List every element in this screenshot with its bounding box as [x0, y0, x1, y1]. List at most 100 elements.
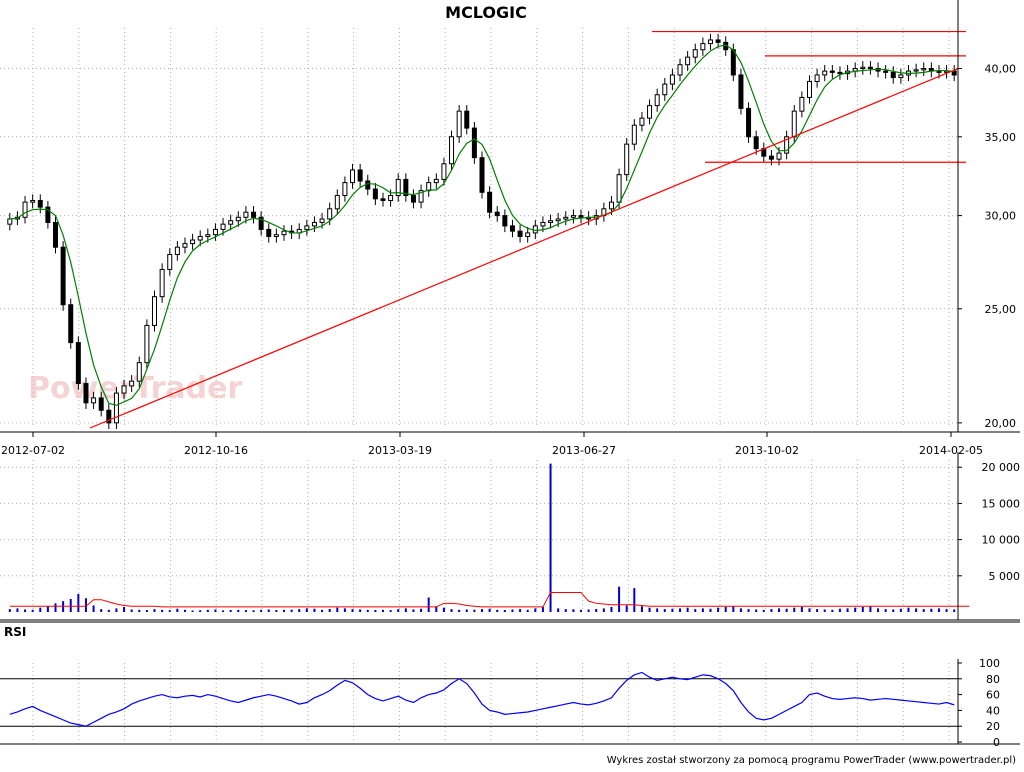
volume-bar: [214, 609, 217, 612]
volume-bar: [564, 609, 567, 612]
volume-bar: [747, 609, 750, 612]
candle-body: [685, 56, 691, 66]
volume-bar: [694, 609, 697, 612]
volume-bar: [656, 608, 659, 612]
volume-bar: [945, 609, 948, 612]
candle-body: [258, 216, 264, 230]
price-y-tick-label: 35,00: [985, 131, 1017, 144]
candle-body: [304, 225, 310, 230]
candle-body: [822, 70, 828, 76]
candle-body: [768, 155, 774, 160]
candle-body: [266, 228, 272, 237]
candle-body: [357, 169, 363, 182]
candle-body: [784, 136, 790, 154]
volume-bar: [450, 609, 453, 612]
candle-body: [403, 178, 409, 197]
volume-bar: [77, 593, 80, 612]
volume-bar: [465, 609, 468, 612]
volume-bar: [831, 609, 834, 612]
volume-bar: [618, 586, 621, 612]
volume-bar: [755, 609, 758, 612]
volume-y-tick-label: 5 000: [989, 570, 1021, 583]
candle-body: [327, 208, 333, 220]
volume-bar: [519, 609, 522, 612]
candle-body: [37, 199, 43, 208]
volume-bar: [321, 609, 324, 612]
candle-body: [814, 74, 820, 82]
volume-bar: [31, 609, 34, 612]
candle-body: [45, 206, 51, 223]
price-y-tick-label: 25,00: [985, 303, 1017, 316]
volume-bar: [374, 609, 377, 612]
volume-bar: [298, 609, 301, 612]
rsi-y-tick-label: 20: [986, 720, 1000, 733]
chart-title: MCLOGIC: [445, 3, 527, 22]
volume-bar: [557, 608, 560, 612]
watermark: PowerTrader: [28, 371, 242, 406]
candle-body: [121, 385, 127, 394]
volume-bar: [336, 607, 339, 612]
volume-bar: [541, 606, 544, 612]
candle-body: [136, 362, 142, 382]
volume-bar: [526, 609, 529, 612]
candle-body: [91, 397, 97, 404]
candle-body: [30, 199, 36, 203]
volume-bar: [366, 609, 369, 612]
candle-body: [578, 215, 584, 218]
volume-bar: [473, 609, 476, 612]
volume-bar: [412, 609, 415, 612]
volume-bar: [252, 610, 255, 612]
candle-body: [281, 230, 287, 236]
volume-bar: [145, 609, 148, 612]
volume-bar: [877, 608, 880, 612]
candle-body: [426, 182, 432, 192]
volume-bar: [648, 607, 651, 612]
rsi-panel-title: RSI: [4, 625, 26, 639]
candle-body: [829, 70, 835, 73]
volume-bar: [458, 609, 461, 612]
volume-bar: [305, 608, 308, 612]
rsi-y-tick-label: 0: [993, 736, 1000, 749]
volume-bar: [130, 609, 133, 612]
candle-body: [449, 136, 455, 165]
volume-bar: [24, 609, 27, 612]
volume-y-tick-label: 20 000: [982, 461, 1021, 474]
volume-bar: [701, 608, 704, 612]
volume-bar: [290, 609, 293, 612]
price-x-tick-label: 2014-02-05: [919, 444, 983, 457]
volume-bar: [854, 607, 857, 612]
volume-bar: [46, 606, 49, 612]
candle-body: [654, 94, 660, 107]
volume-panel: [8, 463, 970, 612]
candle-body: [98, 397, 104, 411]
volume-bar: [778, 608, 781, 612]
price-y-tick-label: 40,00: [985, 63, 1017, 76]
volume-bar: [229, 609, 232, 612]
candle-body: [647, 105, 653, 119]
volume-bar: [420, 608, 423, 612]
volume-bar: [275, 609, 278, 612]
candle-body: [60, 246, 66, 306]
volume-bar: [389, 610, 392, 612]
candle-body: [418, 190, 424, 203]
volume-bar: [92, 605, 95, 612]
candle-body: [692, 49, 698, 58]
rsi-panel: [0, 671, 958, 727]
candle-body: [502, 215, 508, 227]
candle-body: [471, 127, 477, 159]
volume-bar: [123, 606, 126, 612]
candle-body: [441, 163, 447, 180]
candle-body: [144, 324, 150, 364]
volume-bar: [161, 609, 164, 612]
volume-bar: [580, 609, 583, 612]
volume-bar: [785, 608, 788, 612]
volume-bar: [937, 608, 940, 612]
candle-body: [746, 107, 752, 138]
volume-bar: [115, 608, 118, 612]
price-x-tick-label: 2012-07-02: [1, 444, 65, 457]
candle-body: [159, 268, 165, 298]
volume-bar: [427, 597, 430, 612]
volume-bar: [762, 609, 765, 612]
volume-bar: [823, 609, 826, 612]
footer-credit: Wykres został stworzony za pomocą progra…: [607, 755, 1016, 766]
